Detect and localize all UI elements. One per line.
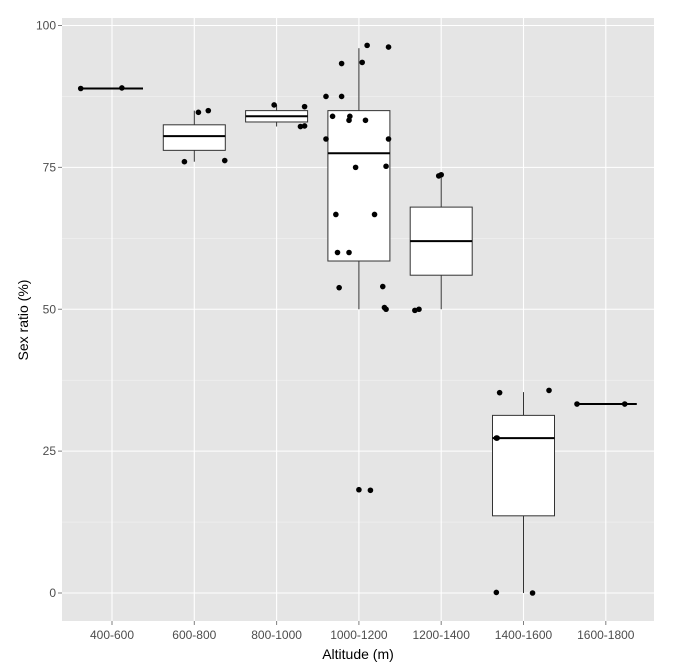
data-point bbox=[119, 85, 125, 91]
data-point bbox=[323, 136, 329, 142]
data-point bbox=[329, 113, 336, 120]
data-point bbox=[385, 44, 392, 50]
data-point bbox=[438, 171, 445, 178]
data-point bbox=[297, 123, 304, 130]
data-point bbox=[379, 283, 386, 290]
y-axis: 0 25 50 75 100 bbox=[36, 19, 62, 600]
data-point bbox=[338, 60, 345, 67]
data-point bbox=[367, 487, 374, 494]
data-point bbox=[346, 249, 352, 256]
data-point bbox=[323, 93, 329, 100]
x-tick-label: 400-600 bbox=[90, 628, 134, 642]
data-point bbox=[546, 387, 552, 394]
x-tick-label: 1600-1800 bbox=[577, 628, 635, 642]
data-point bbox=[77, 85, 84, 92]
box bbox=[492, 414, 555, 517]
x-tick-label: 1400-1600 bbox=[495, 628, 553, 642]
data-point bbox=[334, 249, 341, 256]
data-point bbox=[493, 589, 500, 596]
x-axis-title: Altitude (m) bbox=[322, 646, 394, 662]
y-tick-label: 0 bbox=[49, 586, 56, 600]
data-point bbox=[371, 211, 378, 218]
y-tick-label: 100 bbox=[36, 19, 56, 33]
x-tick-label: 600-800 bbox=[172, 628, 216, 642]
data-point bbox=[271, 102, 277, 108]
data-point bbox=[574, 401, 580, 407]
points-layer bbox=[77, 42, 628, 596]
data-point bbox=[205, 107, 212, 114]
data-point bbox=[221, 157, 228, 164]
y-tick-label: 25 bbox=[43, 444, 57, 458]
data-point bbox=[362, 117, 369, 124]
data-point bbox=[338, 93, 345, 100]
y-tick-label: 75 bbox=[43, 160, 57, 174]
plot-panel bbox=[62, 18, 654, 621]
x-tick-label: 800-1000 bbox=[251, 628, 302, 642]
data-point bbox=[494, 435, 500, 441]
boxes-layer bbox=[81, 48, 637, 593]
box bbox=[327, 110, 391, 262]
data-point bbox=[195, 109, 202, 116]
data-point bbox=[301, 123, 308, 129]
data-point bbox=[416, 306, 422, 313]
y-axis-title: Sex ratio (%) bbox=[15, 280, 31, 361]
data-point bbox=[529, 590, 536, 596]
y-tick-label: 50 bbox=[43, 302, 57, 316]
x-tick-label: 1200-1400 bbox=[413, 628, 471, 642]
data-point bbox=[301, 103, 308, 110]
data-point bbox=[347, 113, 353, 120]
data-point bbox=[336, 284, 342, 291]
data-point bbox=[383, 306, 389, 313]
x-tick-label: 1000-1200 bbox=[330, 628, 388, 642]
box bbox=[162, 124, 226, 151]
data-point bbox=[364, 42, 370, 49]
data-point bbox=[356, 486, 362, 493]
data-point bbox=[181, 158, 188, 165]
data-point bbox=[496, 389, 503, 396]
data-point bbox=[359, 59, 365, 66]
data-point bbox=[383, 163, 389, 170]
data-point bbox=[385, 136, 392, 142]
data-point bbox=[621, 401, 628, 407]
data-point bbox=[333, 211, 339, 218]
data-point bbox=[352, 164, 359, 171]
x-axis: 400-600 600-800 800-1000 1000-1200 1200-1400… bbox=[90, 621, 635, 642]
